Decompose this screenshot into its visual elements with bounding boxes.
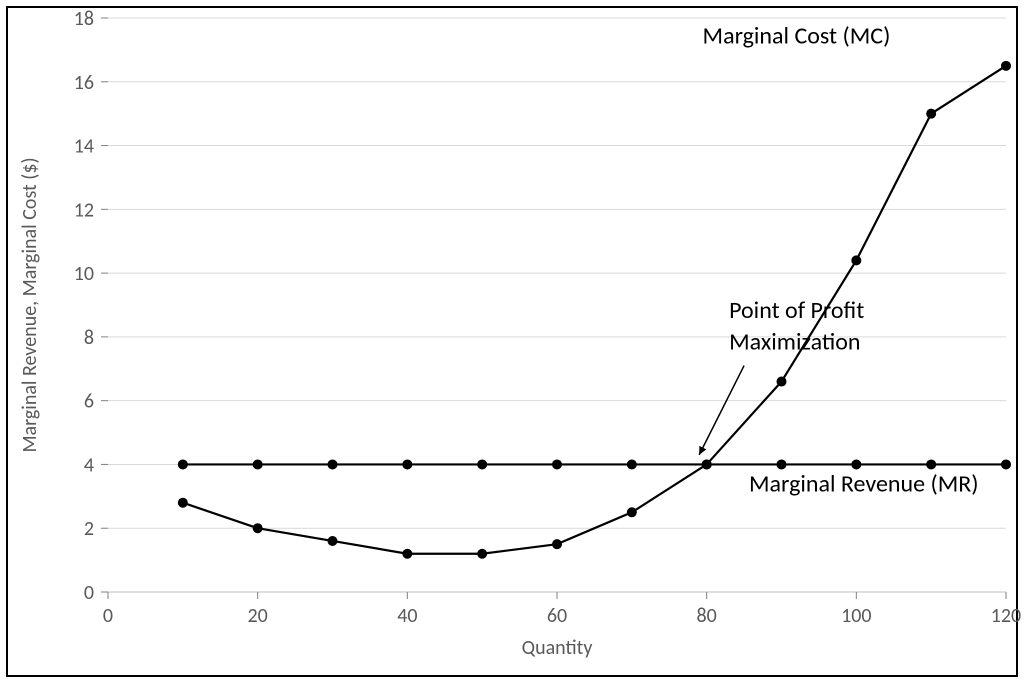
data-point — [851, 459, 861, 469]
y-tick-label: 12 — [74, 198, 94, 222]
data-point — [402, 459, 412, 469]
data-point — [777, 377, 787, 387]
data-point — [777, 459, 787, 469]
data-point — [926, 459, 936, 469]
data-point — [328, 459, 338, 469]
data-point — [851, 255, 861, 265]
data-point — [627, 507, 637, 517]
x-tick-label: 60 — [547, 604, 567, 628]
y-tick-label: 10 — [74, 262, 94, 286]
y-tick-label: 6 — [84, 390, 94, 414]
data-point — [552, 539, 562, 549]
y-tick-label: 14 — [74, 135, 94, 159]
data-point — [477, 459, 487, 469]
x-tick-label: 0 — [103, 604, 113, 628]
annotation-text-1: Marginal Revenue (MR) — [749, 470, 979, 499]
y-tick-label: 8 — [84, 326, 94, 350]
annotation-arrow — [699, 366, 744, 455]
data-point — [402, 549, 412, 559]
chart-svg: 0 20 40 60 80 100 120 0 2 4 6 8 10 12 14 16 18 Quantity Ma… — [0, 0, 1024, 683]
x-tick-label: 80 — [697, 604, 717, 628]
x-tick-label: 100 — [841, 604, 871, 628]
y-tick-label: 18 — [74, 7, 94, 31]
x-axis-title: Quantity — [522, 636, 593, 660]
data-point — [1001, 61, 1011, 71]
y-axis-title: Marginal Revenue, Marginal Cost ($) — [18, 157, 42, 452]
y-tick-label: 16 — [74, 71, 94, 95]
data-point — [253, 459, 263, 469]
chart-container: 0 20 40 60 80 100 120 0 2 4 6 8 10 12 14 16 18 Quantity Ma… — [0, 0, 1024, 683]
data-point — [253, 523, 263, 533]
data-point — [552, 459, 562, 469]
data-point — [627, 459, 637, 469]
x-tick-label: 20 — [248, 604, 268, 628]
y-tick-label: 2 — [84, 517, 94, 541]
y-tick-label: 4 — [84, 453, 94, 477]
annotation-text-3: Maximization — [729, 328, 860, 357]
annotation-text-2: Point of Profit — [729, 296, 864, 325]
data-point — [926, 109, 936, 119]
data-point — [702, 459, 712, 469]
data-point — [328, 536, 338, 546]
y-tick-label: 0 — [84, 581, 94, 605]
data-point — [477, 549, 487, 559]
data-point — [1001, 459, 1011, 469]
annotation-text-0: Marginal Cost (MC) — [703, 22, 891, 51]
x-tick-label: 40 — [397, 604, 417, 628]
data-point — [178, 498, 188, 508]
x-tick-label: 120 — [991, 604, 1021, 628]
data-point — [178, 459, 188, 469]
